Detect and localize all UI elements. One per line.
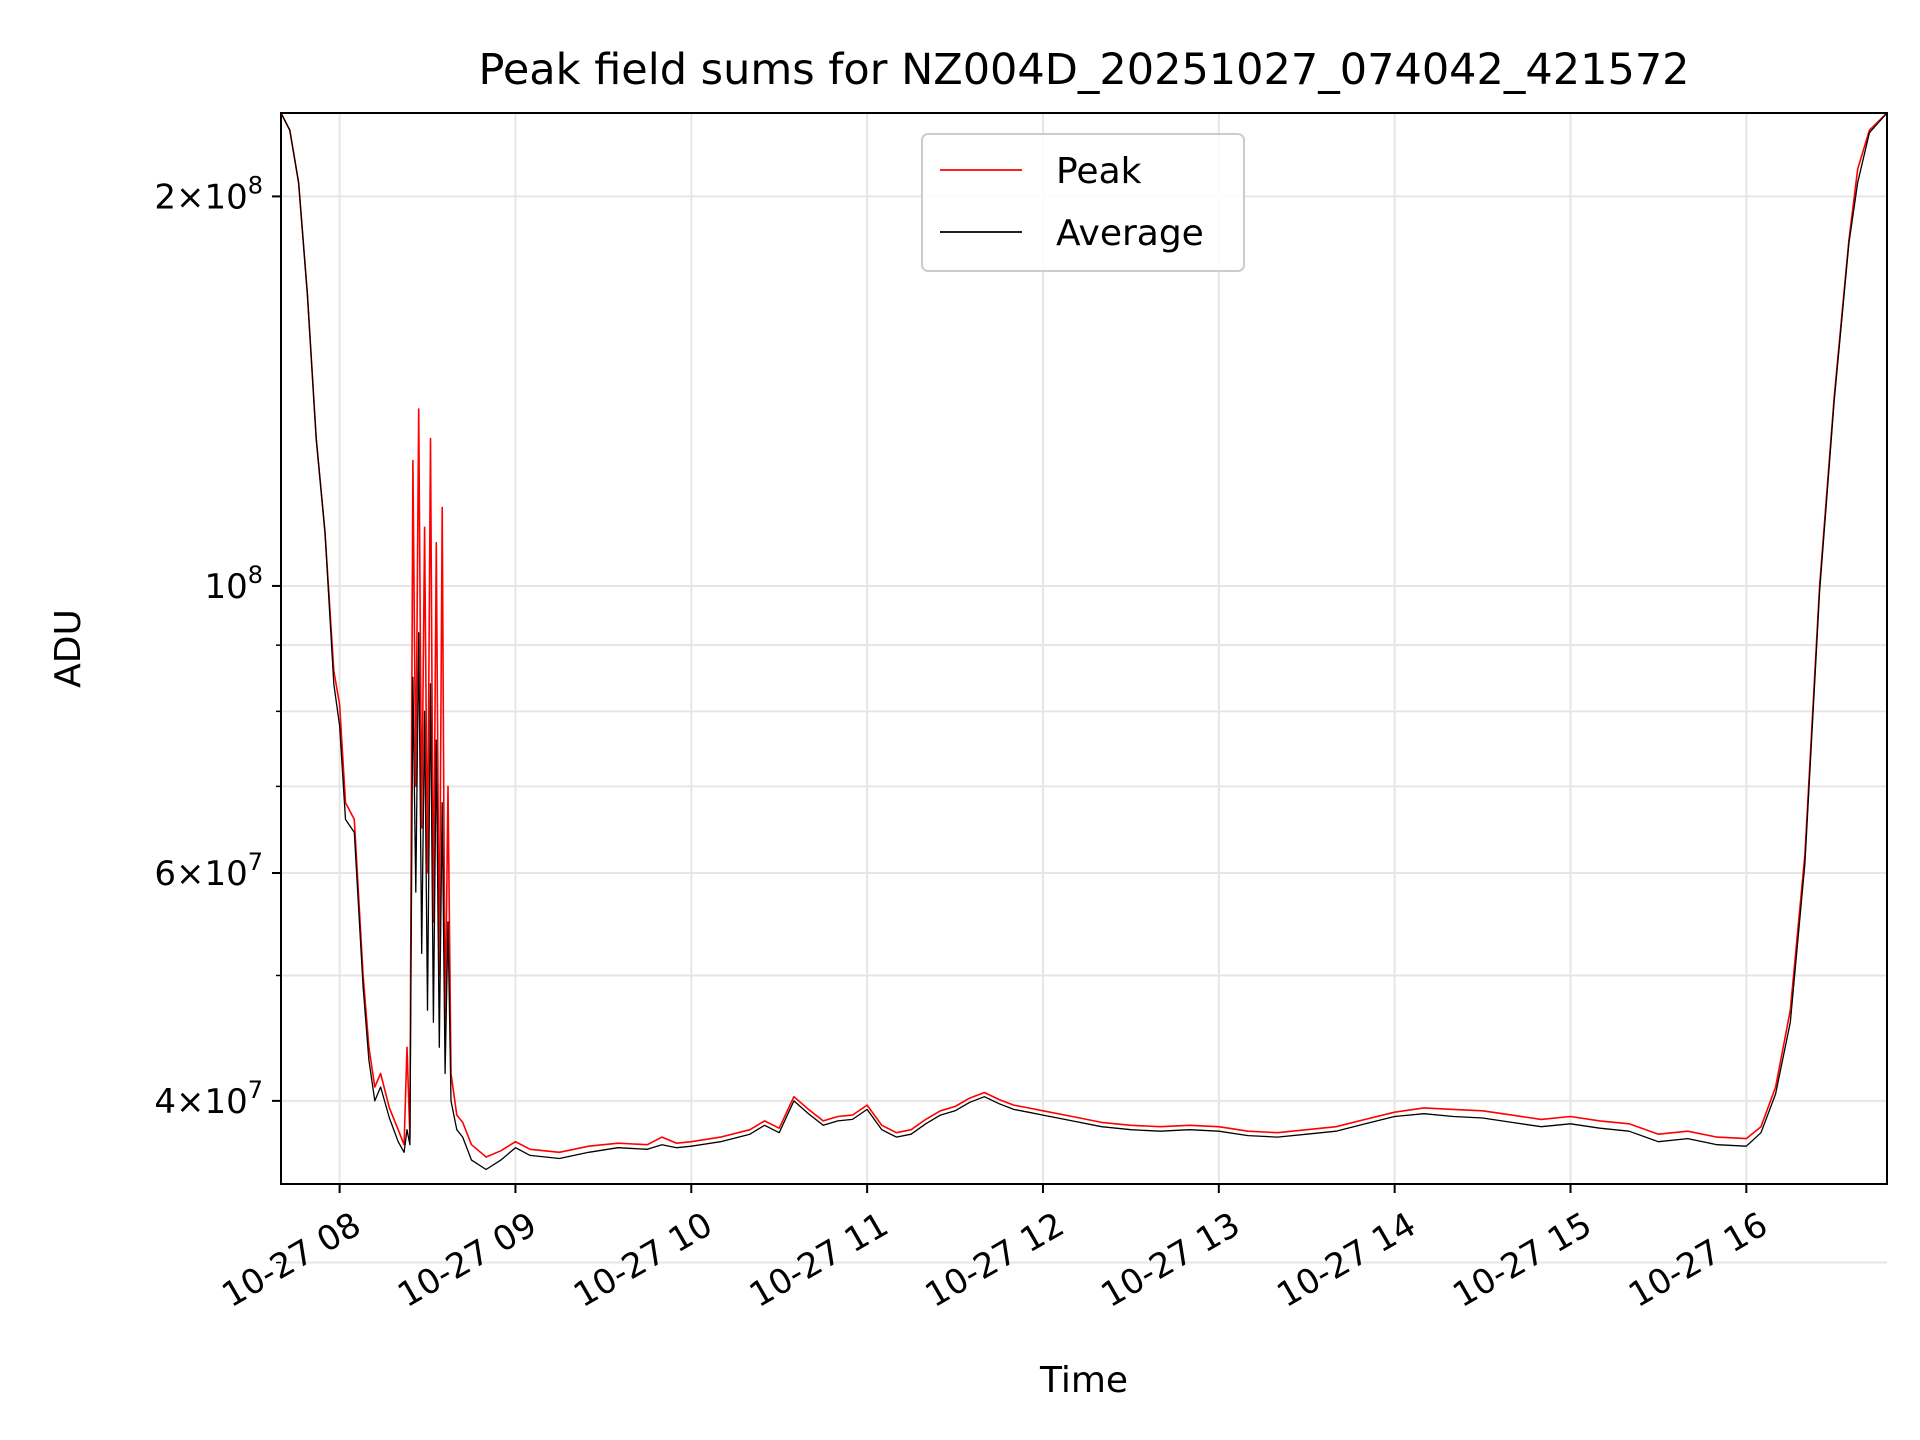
legend-label-peak: Peak [1056, 151, 1142, 192]
series-line-average [280, 112, 1888, 1171]
plot-area-frame [280, 112, 1888, 1185]
y-tick-label: 2×108 [154, 171, 263, 217]
y-axis-ticks: 2×108 108 6×107 4×107 [154, 171, 281, 1264]
x-axis-label: Time [1039, 1360, 1128, 1401]
series-line-peak [280, 112, 1888, 1158]
y-tick-label: 6×107 [154, 848, 263, 894]
legend-label-average: Average [1056, 213, 1204, 254]
y-axis-label: ADU [48, 609, 89, 688]
legend-box [921, 133, 1245, 272]
y-tick-label: 108 [204, 561, 263, 607]
series-layer [280, 112, 1888, 1171]
chart-title: Peak field sums for NZ004D_20251027_0740… [478, 45, 1689, 95]
legend: Peak Average [921, 133, 1245, 272]
y-tick-label: 4×107 [154, 1076, 263, 1122]
